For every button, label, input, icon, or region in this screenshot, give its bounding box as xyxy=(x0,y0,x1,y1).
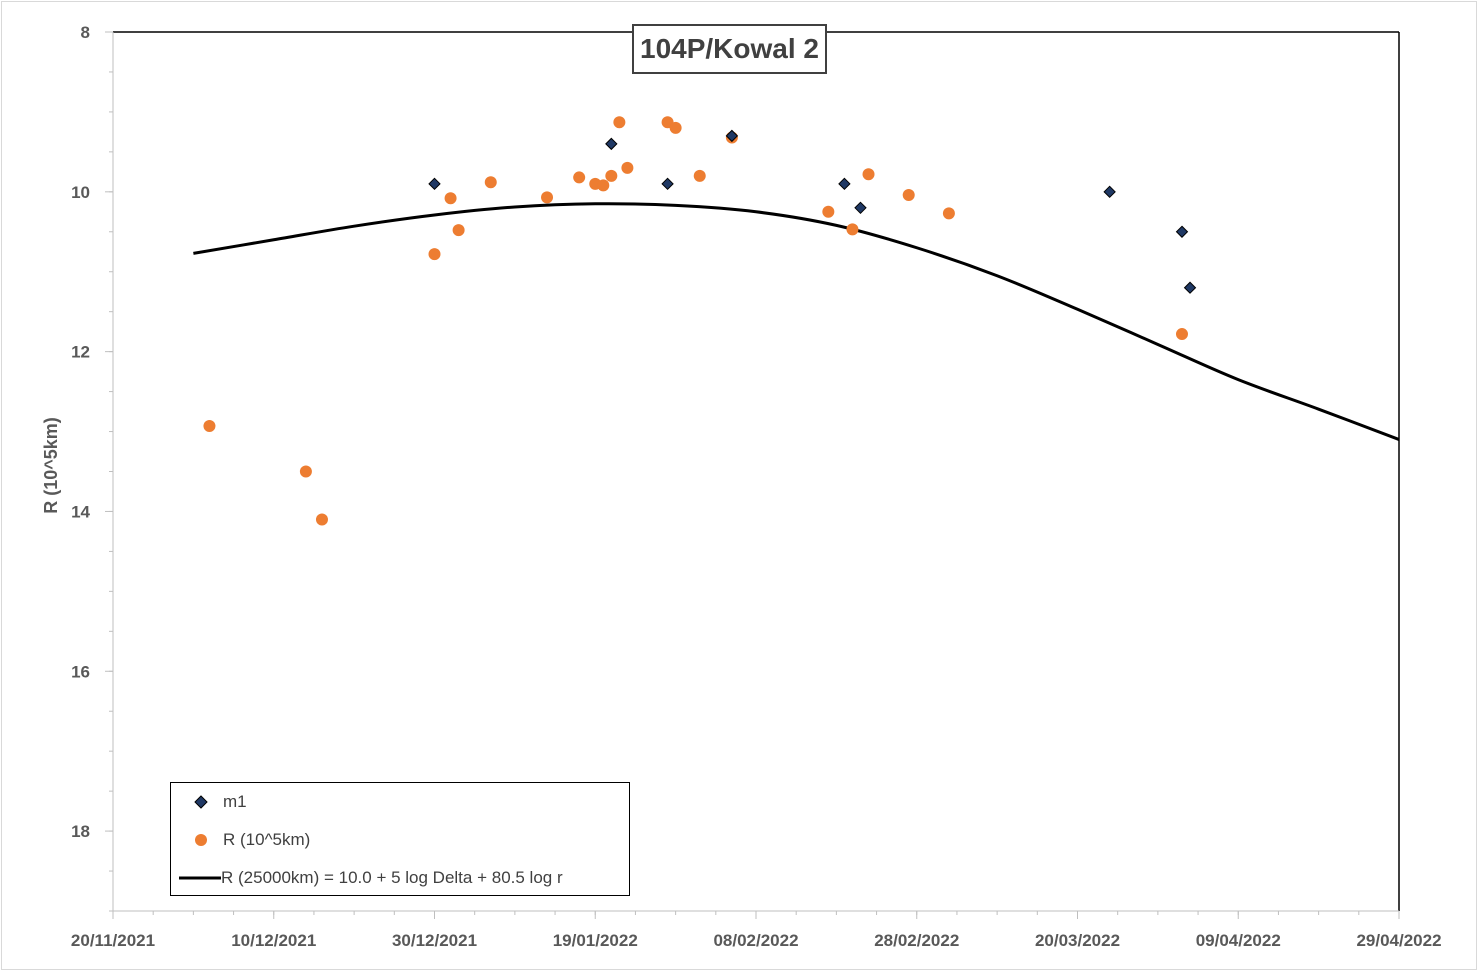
legend-label: m1 xyxy=(223,792,247,811)
m1-data-point xyxy=(838,177,851,191)
x-tick-label: 28/02/2022 xyxy=(874,931,959,950)
points-layer xyxy=(203,116,1197,526)
r-data-point xyxy=(1175,328,1188,341)
diamond-marker-icon xyxy=(194,795,208,809)
circle-marker-icon xyxy=(195,834,207,846)
x-tick-label: 20/03/2022 xyxy=(1035,931,1120,950)
r-data-point xyxy=(203,419,216,432)
x-tick-label: 10/12/2021 xyxy=(231,931,316,950)
r-data-point xyxy=(942,207,955,220)
r-data-point xyxy=(621,161,634,174)
r-data-point xyxy=(862,168,875,181)
labels-layer: 8 10 12 14 16 18 20/11/2021 10/12/2021 30/12/202… xyxy=(41,23,1442,950)
m1-data-point xyxy=(1175,225,1189,238)
legend-item-model: R (25000km) = 10.0 + 5 log Delta + 80.5 … xyxy=(171,863,629,893)
legend-label: R (10^5km) xyxy=(223,830,311,849)
r-data-point xyxy=(573,171,586,184)
x-tick-label: 30/12/2021 xyxy=(392,931,477,950)
m1-data-point xyxy=(605,137,618,151)
r-data-point xyxy=(484,176,497,189)
r-data-point xyxy=(669,121,682,134)
x-tick-label: 08/02/2022 xyxy=(713,931,798,950)
chart-title: 104P/Kowal 2 xyxy=(632,24,827,74)
curve-layer xyxy=(193,202,1400,441)
m1-data-point xyxy=(725,129,739,143)
m1-data-point xyxy=(1103,185,1116,199)
y-tick-label: 14 xyxy=(71,502,90,521)
legend-item-r: R (10^5km) xyxy=(171,825,629,855)
legend: m1 R (10^5km) R (25000km) = 10.0 + 5 log… xyxy=(170,782,630,896)
r-data-point xyxy=(452,224,465,237)
y-tick-label: 8 xyxy=(81,23,90,42)
y-tick-label: 10 xyxy=(71,183,90,202)
x-tick-label: 29/04/2022 xyxy=(1356,931,1441,950)
m1-data-point xyxy=(1183,281,1197,294)
m1-data-point xyxy=(661,177,674,191)
m1-data-point xyxy=(854,201,867,215)
r-data-point xyxy=(597,179,610,192)
y-tick-label: 16 xyxy=(71,662,90,681)
x-tick-label: 19/01/2022 xyxy=(553,931,638,950)
y-tick-label: 18 xyxy=(71,822,90,841)
r-data-point xyxy=(444,192,457,205)
r-data-point xyxy=(613,116,626,129)
y-tick-label: 12 xyxy=(71,343,90,362)
legend-item-m1: m1 xyxy=(171,787,629,817)
m1-data-point xyxy=(428,177,441,191)
y-axis-title: R (10^5km) xyxy=(41,417,61,514)
r-data-point xyxy=(846,223,859,236)
model-curve-series-line xyxy=(193,202,1400,441)
r-data-point xyxy=(541,191,554,204)
r-data-point xyxy=(315,513,328,526)
r-data-point xyxy=(299,465,312,478)
r-data-point xyxy=(605,169,618,182)
r-data-point xyxy=(902,189,915,202)
r-data-point xyxy=(693,169,706,182)
x-tick-label: 20/11/2021 xyxy=(71,931,155,950)
line-marker-icon xyxy=(179,876,221,880)
r-data-point xyxy=(428,248,441,261)
legend-label: R (25000km) = 10.0 + 5 log Delta + 80.5 … xyxy=(221,868,563,887)
r-data-point xyxy=(822,205,835,218)
x-tick-label: 09/04/2022 xyxy=(1196,931,1281,950)
